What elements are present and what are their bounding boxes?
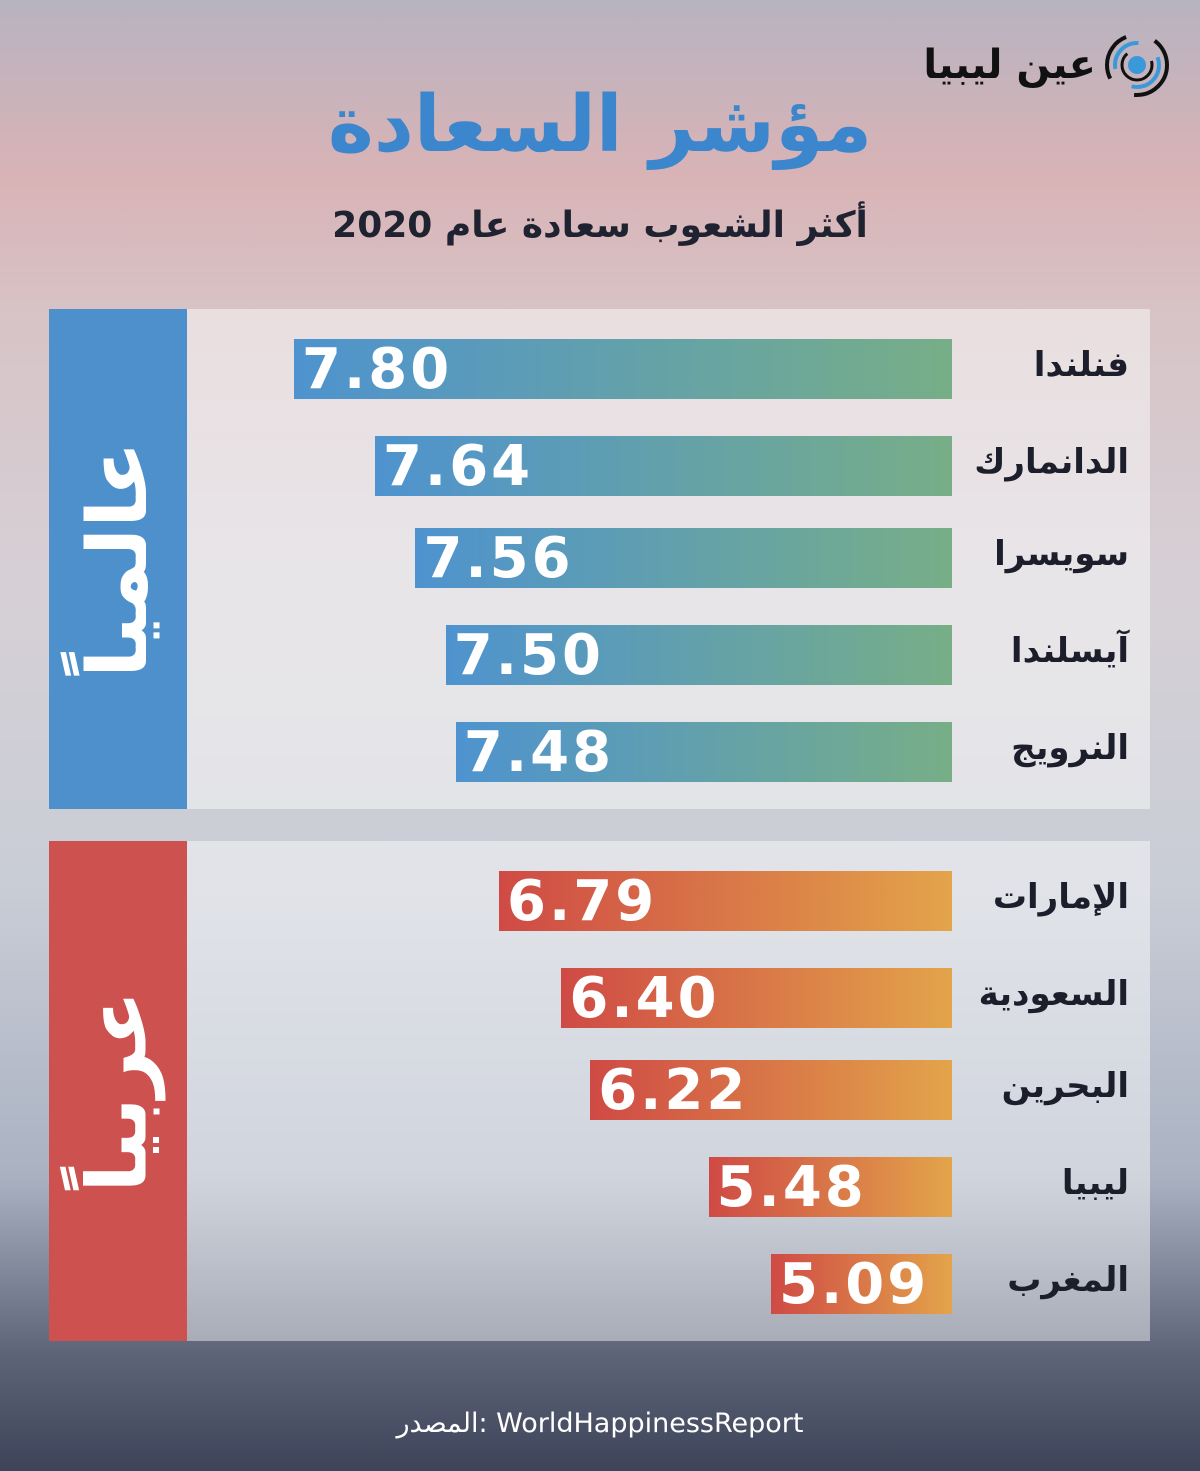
data-label: 7.48 [463,719,615,785]
logo-text: عين ليبيا [923,42,1096,88]
bar: 6.79 [499,868,952,934]
category-label: فنلندا [1033,345,1129,385]
data-label: 6.40 [569,965,720,1031]
bar: 7.80 [294,336,952,402]
bar: 6.22 [590,1057,952,1123]
category-label: السعودية [978,974,1129,1014]
world-group-label: عالمياً [49,309,187,809]
category-label: النرويج [1011,728,1129,768]
bar: 7.48 [455,719,952,785]
bar: 6.40 [561,965,952,1031]
subtitle: أكثر الشعوب سعادة عام 2020 [332,205,868,246]
data-label: 7.56 [423,525,574,591]
arab-group-text: عربياً [70,989,166,1193]
eye-swirl-icon [1105,33,1169,97]
data-label: 5.48 [716,1154,867,1220]
category-label: الدانمارك [974,442,1129,482]
category-label: الإمارات [992,877,1129,917]
data-label: 5.09 [779,1251,930,1317]
data-label: 7.80 [302,336,453,402]
bar: 7.56 [415,525,952,591]
page-title: مؤشر السعادة [327,80,873,170]
source-text: المصدر: WorldHappinessReport [396,1408,804,1439]
category-label: آيسلندا [1010,631,1129,671]
bar: 7.64 [374,433,952,499]
world-panel: عالمياً 7.80 فنلندا 7.64 الدانمارك 7.56 سويسر… [49,309,1150,809]
data-label: 7.50 [453,622,604,688]
data-label: 6.22 [598,1057,749,1123]
category-label: المغرب [1007,1260,1129,1300]
category-label: ليبيا [1061,1163,1129,1203]
arab-group-label: عربياً [49,841,187,1341]
category-label: سويسرا [994,534,1129,574]
arab-panel: عربياً 6.79 الإمارات 6.40 السعودية 6.22 البحر… [49,841,1150,1341]
category-label: البحرين [1001,1066,1129,1106]
bar: 5.48 [708,1154,952,1220]
bar: 7.50 [445,622,952,688]
data-label: 7.64 [382,433,534,499]
world-group-text: عالمياً [70,440,166,678]
logo: عين ليبيا [923,30,1172,100]
bar: 5.09 [771,1251,952,1317]
data-label: 6.79 [507,868,658,934]
